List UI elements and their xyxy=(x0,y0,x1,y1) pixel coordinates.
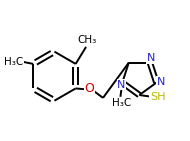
Text: SH: SH xyxy=(150,92,165,102)
Text: O: O xyxy=(85,82,94,95)
Text: N: N xyxy=(147,53,155,63)
Text: CH₃: CH₃ xyxy=(77,35,97,45)
Text: N: N xyxy=(117,80,126,90)
Text: H₃C: H₃C xyxy=(112,98,131,108)
Text: H₃C: H₃C xyxy=(4,57,23,67)
Text: N: N xyxy=(157,77,165,87)
